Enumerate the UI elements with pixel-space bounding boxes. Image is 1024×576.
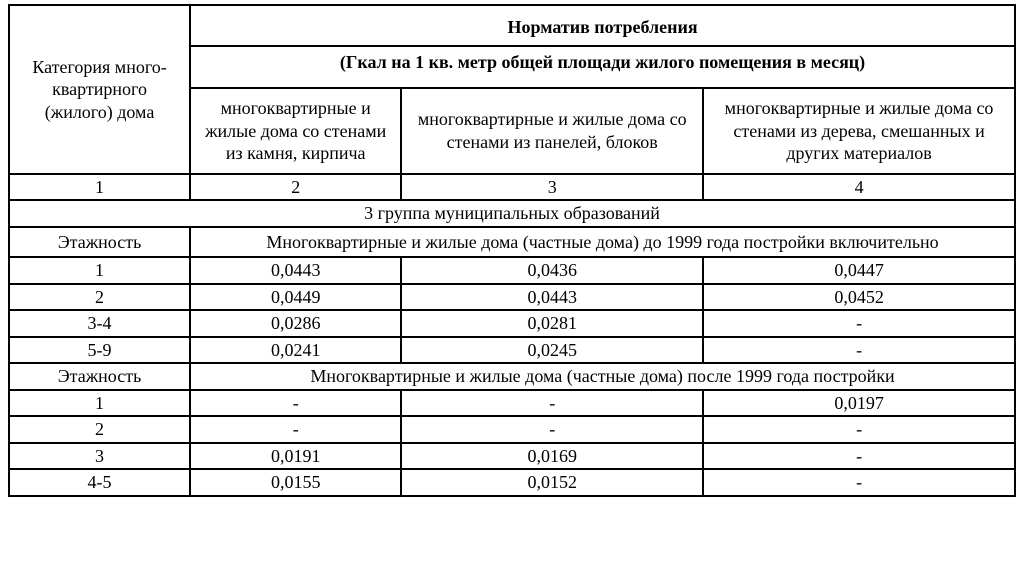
floor-key: 3 [9, 443, 190, 470]
cell-value: 0,0152 [401, 469, 703, 496]
cell-value: - [190, 416, 401, 443]
table-row: 1 - - 0,0197 [9, 390, 1015, 417]
group-title-row: 3 группа муниципальных образований [9, 200, 1015, 227]
table-row: 2 - - - [9, 416, 1015, 443]
cell-value: - [703, 469, 1015, 496]
col-header-wood: многоквартирные и жилые дома со стенами … [703, 88, 1015, 174]
cell-value: 0,0155 [190, 469, 401, 496]
cell-value: - [190, 390, 401, 417]
table-row: 3-4 0,0286 0,0281 - [9, 310, 1015, 337]
cell-value: - [703, 443, 1015, 470]
cell-value: - [703, 416, 1015, 443]
cell-value: - [703, 310, 1015, 337]
table-row: 1 0,0443 0,0436 0,0447 [9, 257, 1015, 284]
table-row: 5-9 0,0241 0,0245 - [9, 337, 1015, 364]
cell-value: 0,0436 [401, 257, 703, 284]
cell-value: - [703, 337, 1015, 364]
col-num: 2 [190, 174, 401, 201]
floor-key: 2 [9, 284, 190, 311]
consumption-norms-table: Категория много-квартирного (жилого) дом… [8, 4, 1016, 497]
cell-value: 0,0197 [703, 390, 1015, 417]
cell-value: 0,0191 [190, 443, 401, 470]
section-header-row: Этажность Многоквартирные и жилые дома (… [9, 227, 1015, 258]
cell-value: 0,0169 [401, 443, 703, 470]
cell-value: 0,0245 [401, 337, 703, 364]
col-num: 1 [9, 174, 190, 201]
cell-value: 0,0281 [401, 310, 703, 337]
group-title: 3 группа муниципальных образований [9, 200, 1015, 227]
cell-value: - [401, 416, 703, 443]
cell-value: 0,0443 [190, 257, 401, 284]
section1-title: Многоквартирные и жилые дома (частные до… [190, 227, 1015, 258]
floor-key: 3-4 [9, 310, 190, 337]
table-header-row: Категория много-квартирного (жилого) дом… [9, 5, 1015, 46]
floors-label: Этажность [9, 363, 190, 390]
col-header-panel: многоквартирные и жилые дома со стенами … [401, 88, 703, 174]
category-header: Категория много-квартирного (жилого) дом… [9, 5, 190, 174]
cell-value: 0,0449 [190, 284, 401, 311]
floor-key: 4-5 [9, 469, 190, 496]
table-row: 4-5 0,0155 0,0152 - [9, 469, 1015, 496]
floors-label: Этажность [9, 227, 190, 258]
section2-title: Многоквартирные и жилые дома (частные до… [190, 363, 1015, 390]
cell-value: 0,0286 [190, 310, 401, 337]
main-title: Норматив потребления [190, 5, 1015, 46]
section-header-row: Этажность Многоквартирные и жилые дома (… [9, 363, 1015, 390]
floor-key: 2 [9, 416, 190, 443]
col-num: 4 [703, 174, 1015, 201]
table-row: 3 0,0191 0,0169 - [9, 443, 1015, 470]
floor-key: 5-9 [9, 337, 190, 364]
table-row: 2 0,0449 0,0443 0,0452 [9, 284, 1015, 311]
column-number-row: 1 2 3 4 [9, 174, 1015, 201]
col-num: 3 [401, 174, 703, 201]
cell-value: 0,0452 [703, 284, 1015, 311]
col-header-stone: многоквартирные и жилые дома со стенами … [190, 88, 401, 174]
cell-value: - [401, 390, 703, 417]
cell-value: 0,0241 [190, 337, 401, 364]
floor-key: 1 [9, 390, 190, 417]
cell-value: 0,0447 [703, 257, 1015, 284]
floor-key: 1 [9, 257, 190, 284]
main-subtitle: (Гкал на 1 кв. метр общей площади жилого… [190, 46, 1015, 89]
cell-value: 0,0443 [401, 284, 703, 311]
